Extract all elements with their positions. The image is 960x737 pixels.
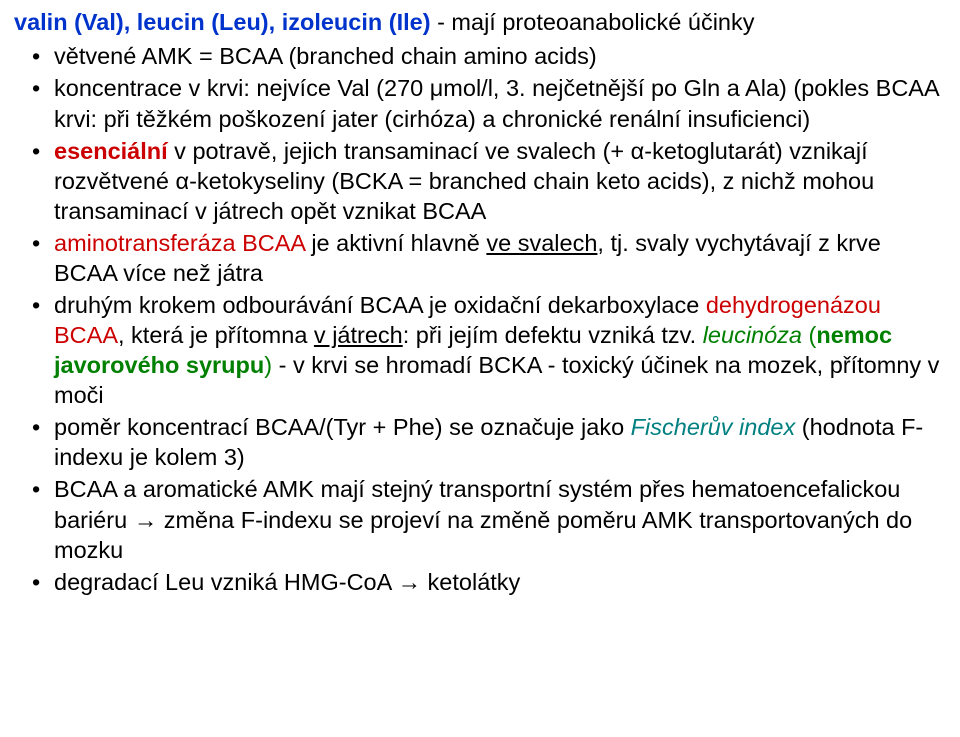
text-run: v potravě, jejich transaminací ve svalec… [54, 138, 874, 224]
text-run: leucinóza [703, 322, 802, 348]
text-run: μ [430, 75, 444, 101]
list-item: druhým krokem odbourávání BCAA je oxidač… [32, 290, 946, 410]
text-run: , která je přítomna [118, 322, 314, 348]
arrow-icon: → [398, 569, 422, 595]
list-item: aminotransferáza BCAA je aktivní hlavně … [32, 228, 946, 288]
text-run: koncentrace v krvi: nejvíce Val (270 [54, 75, 430, 101]
text-run: aminotransferáza BCAA [54, 230, 305, 256]
text-run: ) [264, 352, 272, 378]
text-run: větvené AMK = BCAA (branched chain amino… [54, 43, 597, 69]
text-run: esenciální [54, 138, 168, 164]
list-item: poměr koncentrací BCAA/(Tyr + Phe) se oz… [32, 412, 946, 472]
text-run: v játrech [314, 322, 403, 348]
text-run: druhým krokem odbourávání BCAA je oxidač… [54, 292, 706, 318]
title-black-run: - mají proteoanabolické účinky [431, 9, 755, 35]
text-run: ( [802, 322, 816, 348]
text-run: je aktivní hlavně [305, 230, 487, 256]
text-run: poměr koncentrací BCAA/(Tyr + Phe) se oz… [54, 414, 631, 440]
title-blue-run: valin (Val), leucin (Leu), izoleucin (Il… [14, 9, 431, 35]
slide-title: valin (Val), leucin (Leu), izoleucin (Il… [14, 8, 946, 37]
text-run: degradací Leu vzniká HMG-CoA [54, 569, 398, 595]
list-item: koncentrace v krvi: nejvíce Val (270 μmo… [32, 73, 946, 133]
text-run: ve svalech [486, 230, 597, 256]
slide-body: valin (Val), leucin (Leu), izoleucin (Il… [0, 0, 960, 609]
list-item: BCAA a aromatické AMK mají stejný transp… [32, 474, 946, 564]
list-item: větvené AMK = BCAA (branched chain amino… [32, 41, 946, 71]
text-run: změna F-indexu se projeví na změně poměr… [54, 507, 912, 563]
arrow-icon: → [134, 507, 158, 533]
list-item: esenciální v potravě, jejich transaminac… [32, 136, 946, 226]
text-run: ketolátky [421, 569, 520, 595]
text-run: Fischerův index [631, 414, 796, 440]
text-run: : při jejím defektu vzniká tzv. [403, 322, 703, 348]
bullet-list: větvené AMK = BCAA (branched chain amino… [14, 41, 946, 596]
list-item: degradací Leu vzniká HMG-CoA → ketolátky [32, 567, 946, 597]
